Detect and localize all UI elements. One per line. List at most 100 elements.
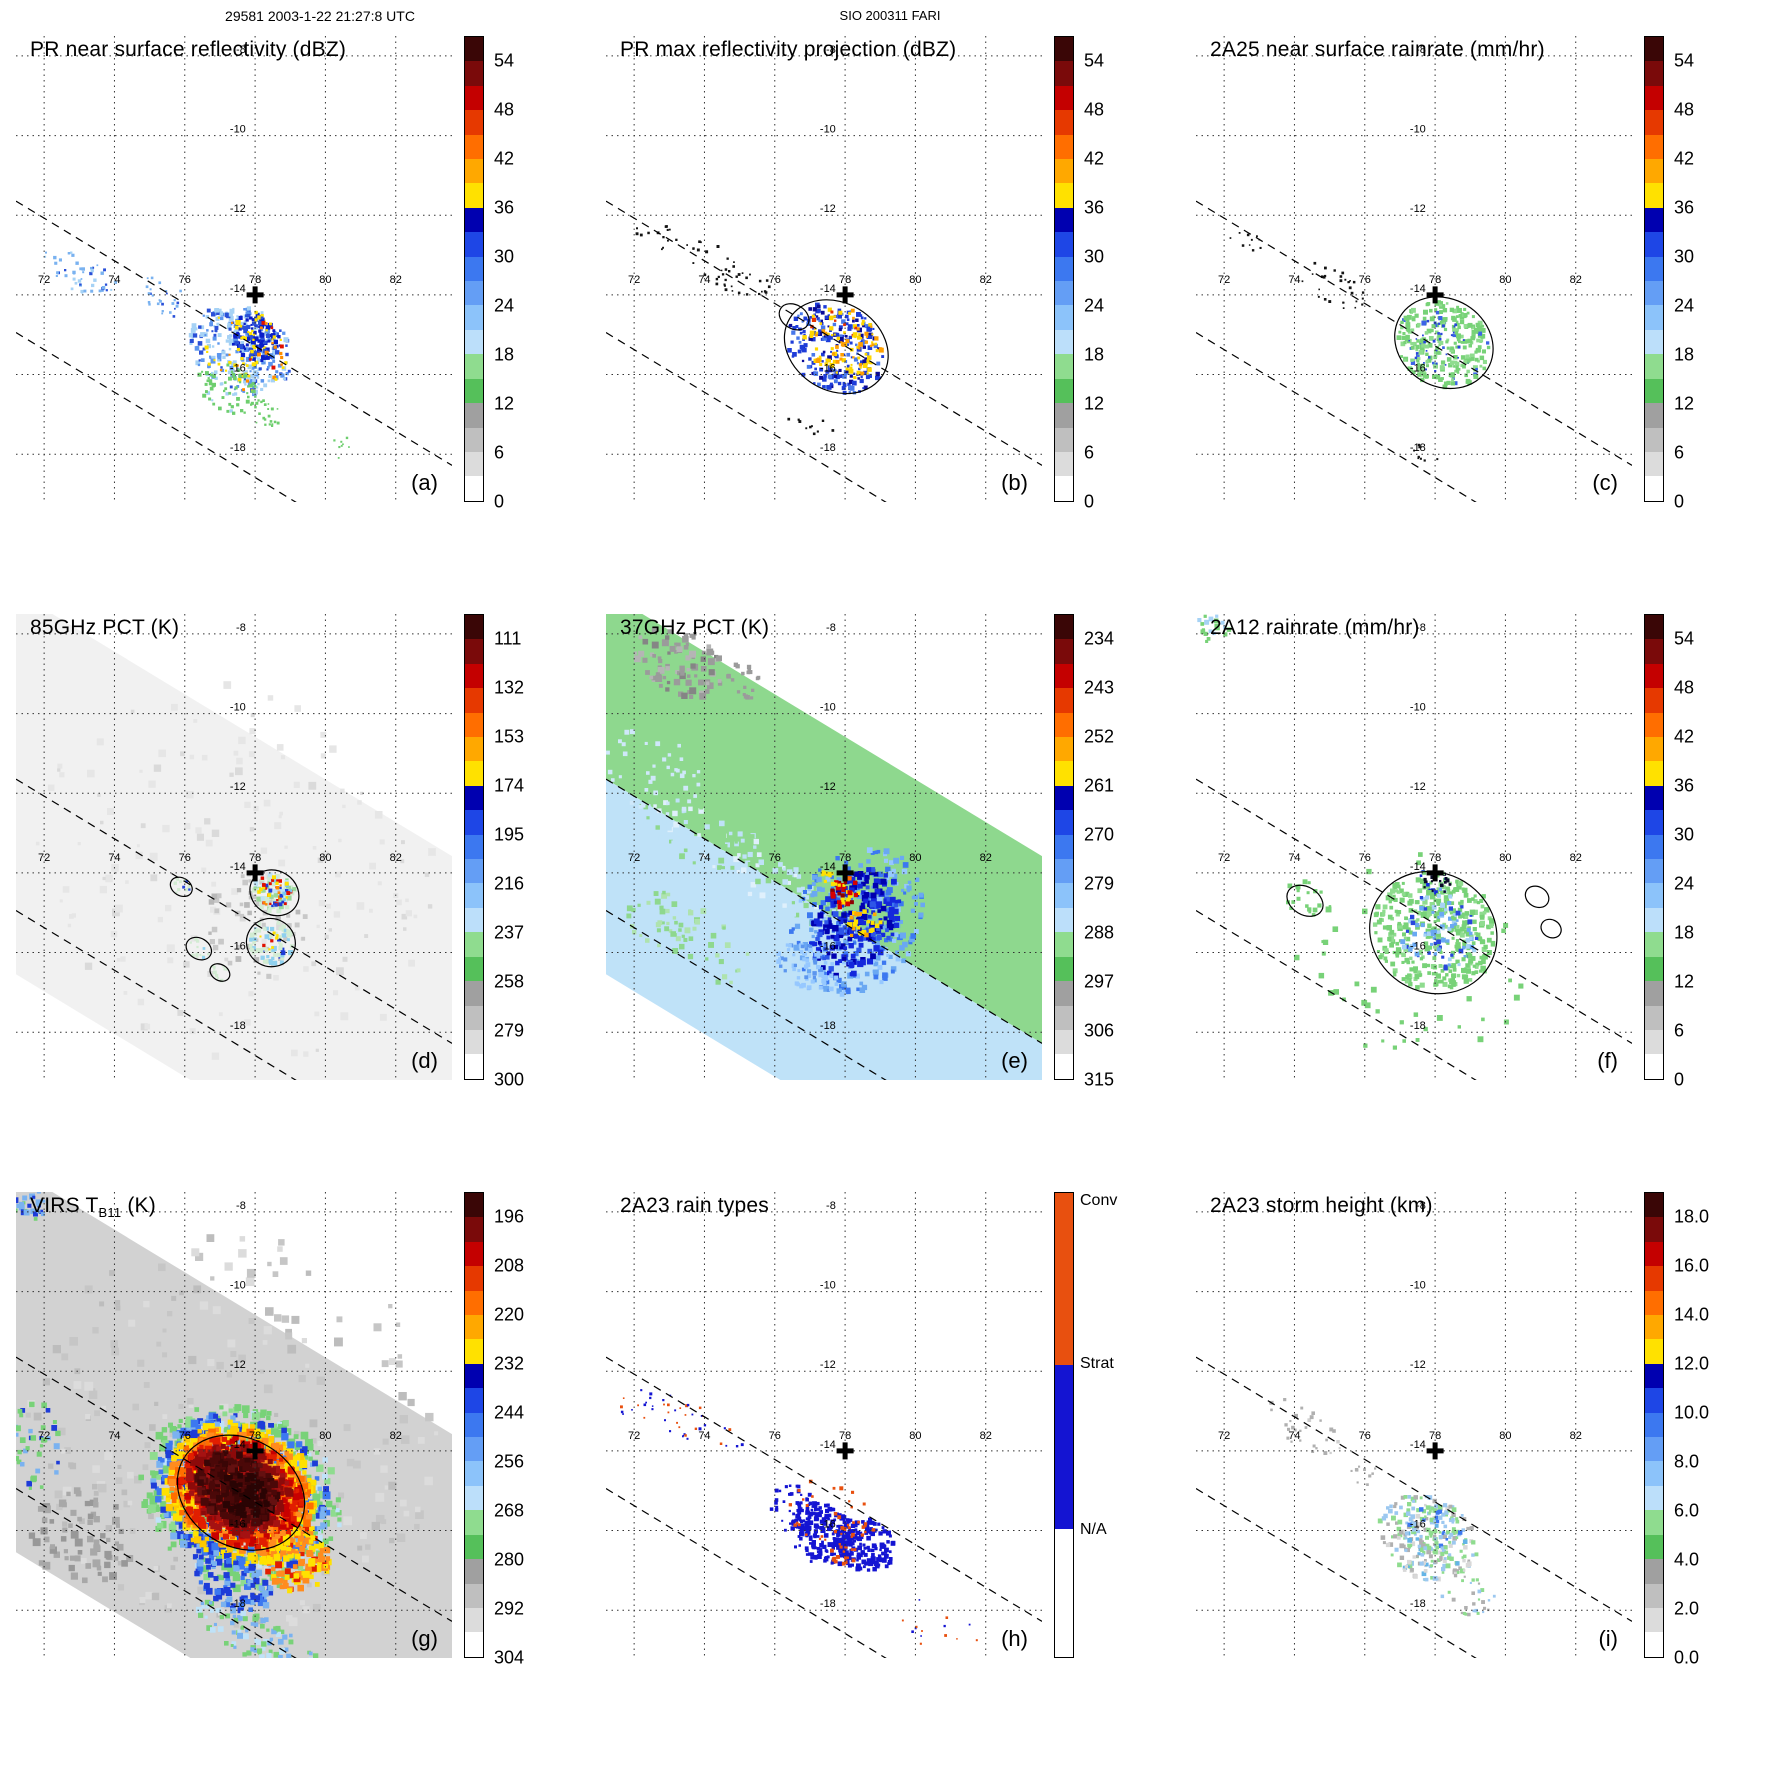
colorbar-segment: [1645, 183, 1663, 208]
colorbar-segment: [1645, 1534, 1663, 1560]
colorbar-tick-label: 18: [1674, 344, 1695, 365]
colorbar-segment: [1645, 615, 1663, 640]
colorbar-segment: [465, 1217, 483, 1242]
panel-letter: (g): [411, 1626, 438, 1651]
longitude-label: 72: [38, 274, 50, 286]
colorbar-segment: [465, 403, 483, 428]
latitude-label: -18: [1410, 442, 1426, 454]
data-cluster: [1396, 300, 1491, 390]
colorbar-tick-label: 111: [494, 628, 522, 649]
colorbar-tick-label: 48: [1674, 677, 1695, 698]
longitude-label: 80: [319, 274, 331, 286]
data-cluster: [189, 937, 210, 960]
site-plus-marker: [836, 286, 854, 304]
colorbar-segment: [1645, 1339, 1663, 1364]
colorbar-tick-label: 279: [494, 1020, 525, 1041]
colorbar-strip: [1644, 1192, 1664, 1658]
colorbar-segment: [465, 329, 483, 355]
colorbar-tick-label: 24: [1084, 295, 1105, 316]
colorbar-segment: [1645, 785, 1663, 811]
colorbar-segment: [1055, 354, 1073, 379]
colorbar-segment: [465, 1534, 483, 1560]
site-plus-marker: [836, 864, 854, 882]
longitude-label: 82: [1570, 852, 1582, 864]
colorbar-tick-label: 244: [494, 1402, 525, 1423]
colorbar-segment: [1645, 1388, 1663, 1413]
colorbar-tick-label: 315: [1084, 1069, 1115, 1090]
colorbar-segment: [1645, 956, 1663, 982]
colorbar-segment: [1645, 1005, 1663, 1030]
panel-g: 72 74 76 78 80 82 -8 -10 -12 -14 -16 -18 (g) VIRS TB1…: [6, 1186, 596, 1764]
contour-outline: [1369, 870, 1498, 995]
latitude-label: -8: [1416, 1200, 1426, 1212]
panel-i: 72 74 76 78 80 82 -8 -10 -12 -14 -16 -18 (i) 2A23 sto…: [1186, 1186, 1771, 1764]
latitude-label: -16: [230, 941, 246, 953]
data-cluster: [626, 890, 750, 985]
colorbar-tick-label: 42: [1674, 726, 1695, 747]
colorbar-segment: [465, 810, 483, 835]
colorbar-tick-label: 30: [1084, 246, 1105, 267]
panel-letter: (h): [1001, 1626, 1028, 1651]
swath-edge-line: [606, 778, 1042, 1044]
data-cluster: [333, 436, 350, 459]
colorbar-tick-label: 18: [494, 344, 515, 365]
colorbar-segment: [1055, 403, 1073, 428]
latitude-label: -10: [820, 124, 836, 136]
colorbar-tick-label: 6: [494, 442, 505, 463]
colorbar-segment: [1055, 1529, 1073, 1657]
colorbar-tick-label: 237: [494, 922, 525, 943]
colorbar-segment: [1055, 305, 1073, 330]
panel-letter: (e): [1001, 1048, 1028, 1073]
panel-letter: (d): [411, 1048, 438, 1073]
colorbar-segment: [465, 932, 483, 957]
colorbar-tick-label: 24: [1674, 873, 1695, 894]
colorbar-tick-label: 268: [494, 1500, 525, 1521]
swath-edge-line: [1196, 910, 1477, 1080]
colorbar-segment: [465, 281, 483, 306]
map-d: 72 74 76 78 80 82 -8 -10 -12 -14 -16 -18 (d): [16, 614, 452, 1080]
colorbar-segment: [1055, 37, 1073, 62]
colorbar-segment: [1645, 281, 1663, 306]
colorbar-segment: [1645, 883, 1663, 908]
colorbar-segment: [1055, 378, 1073, 404]
map-h: 72 74 76 78 80 82 -8 -10 -12 -14 -16 -18 (h): [606, 1192, 1042, 1658]
data-cluster: [197, 363, 259, 415]
colorbar-segment: [1055, 737, 1073, 762]
panel-title-a: PR near surface reflectivity (dBZ): [30, 38, 347, 61]
colorbar-segment: [1645, 1241, 1663, 1267]
colorbar-segment: [465, 615, 483, 640]
colorbar-segment: [1645, 110, 1663, 135]
colorbar-tick-label: 243: [1084, 677, 1115, 698]
site-plus-marker: [246, 1442, 264, 1460]
longitude-label: 80: [1499, 1430, 1511, 1442]
colorbar-segment: [1645, 737, 1663, 762]
longitude-label: 80: [909, 274, 921, 286]
colorbar-segment: [465, 688, 483, 713]
longitude-label: 78: [249, 852, 261, 864]
latitude-label: -10: [230, 1280, 246, 1292]
data-cluster: [1197, 614, 1232, 643]
colorbar-tick-label: 0: [1674, 1069, 1685, 1090]
colorbar-tick-label: 0: [1674, 491, 1685, 512]
latitude-label: -14: [820, 1439, 836, 1451]
colorbar-tick-label: 18: [1674, 922, 1695, 943]
longitude-label: 74: [1288, 852, 1300, 864]
data-cluster: [44, 251, 117, 294]
colorbar-segment: [1645, 85, 1663, 111]
colorbar-segment: [465, 183, 483, 208]
colorbar-segment: [1055, 1364, 1073, 1530]
colorbar-segment: [1645, 378, 1663, 404]
colorbar-segment: [465, 134, 483, 160]
colorbar-segment: [1055, 1054, 1073, 1079]
colorbar-segment: [1055, 61, 1073, 86]
site-plus-marker: [836, 1442, 854, 1460]
longitude-label: 78: [1429, 274, 1441, 286]
colorbar-segment: [465, 761, 483, 786]
data-cluster: [1269, 1398, 1341, 1455]
longitude-label: 82: [980, 274, 992, 286]
data-cluster: [1350, 1465, 1377, 1486]
colorbar-tick-label: 14.0: [1674, 1304, 1710, 1325]
colorbar-strip: [1054, 614, 1074, 1080]
map-a: 72 74 76 78 80 82 -8 -10 -12 -14 -16 -18 (a): [16, 36, 452, 502]
